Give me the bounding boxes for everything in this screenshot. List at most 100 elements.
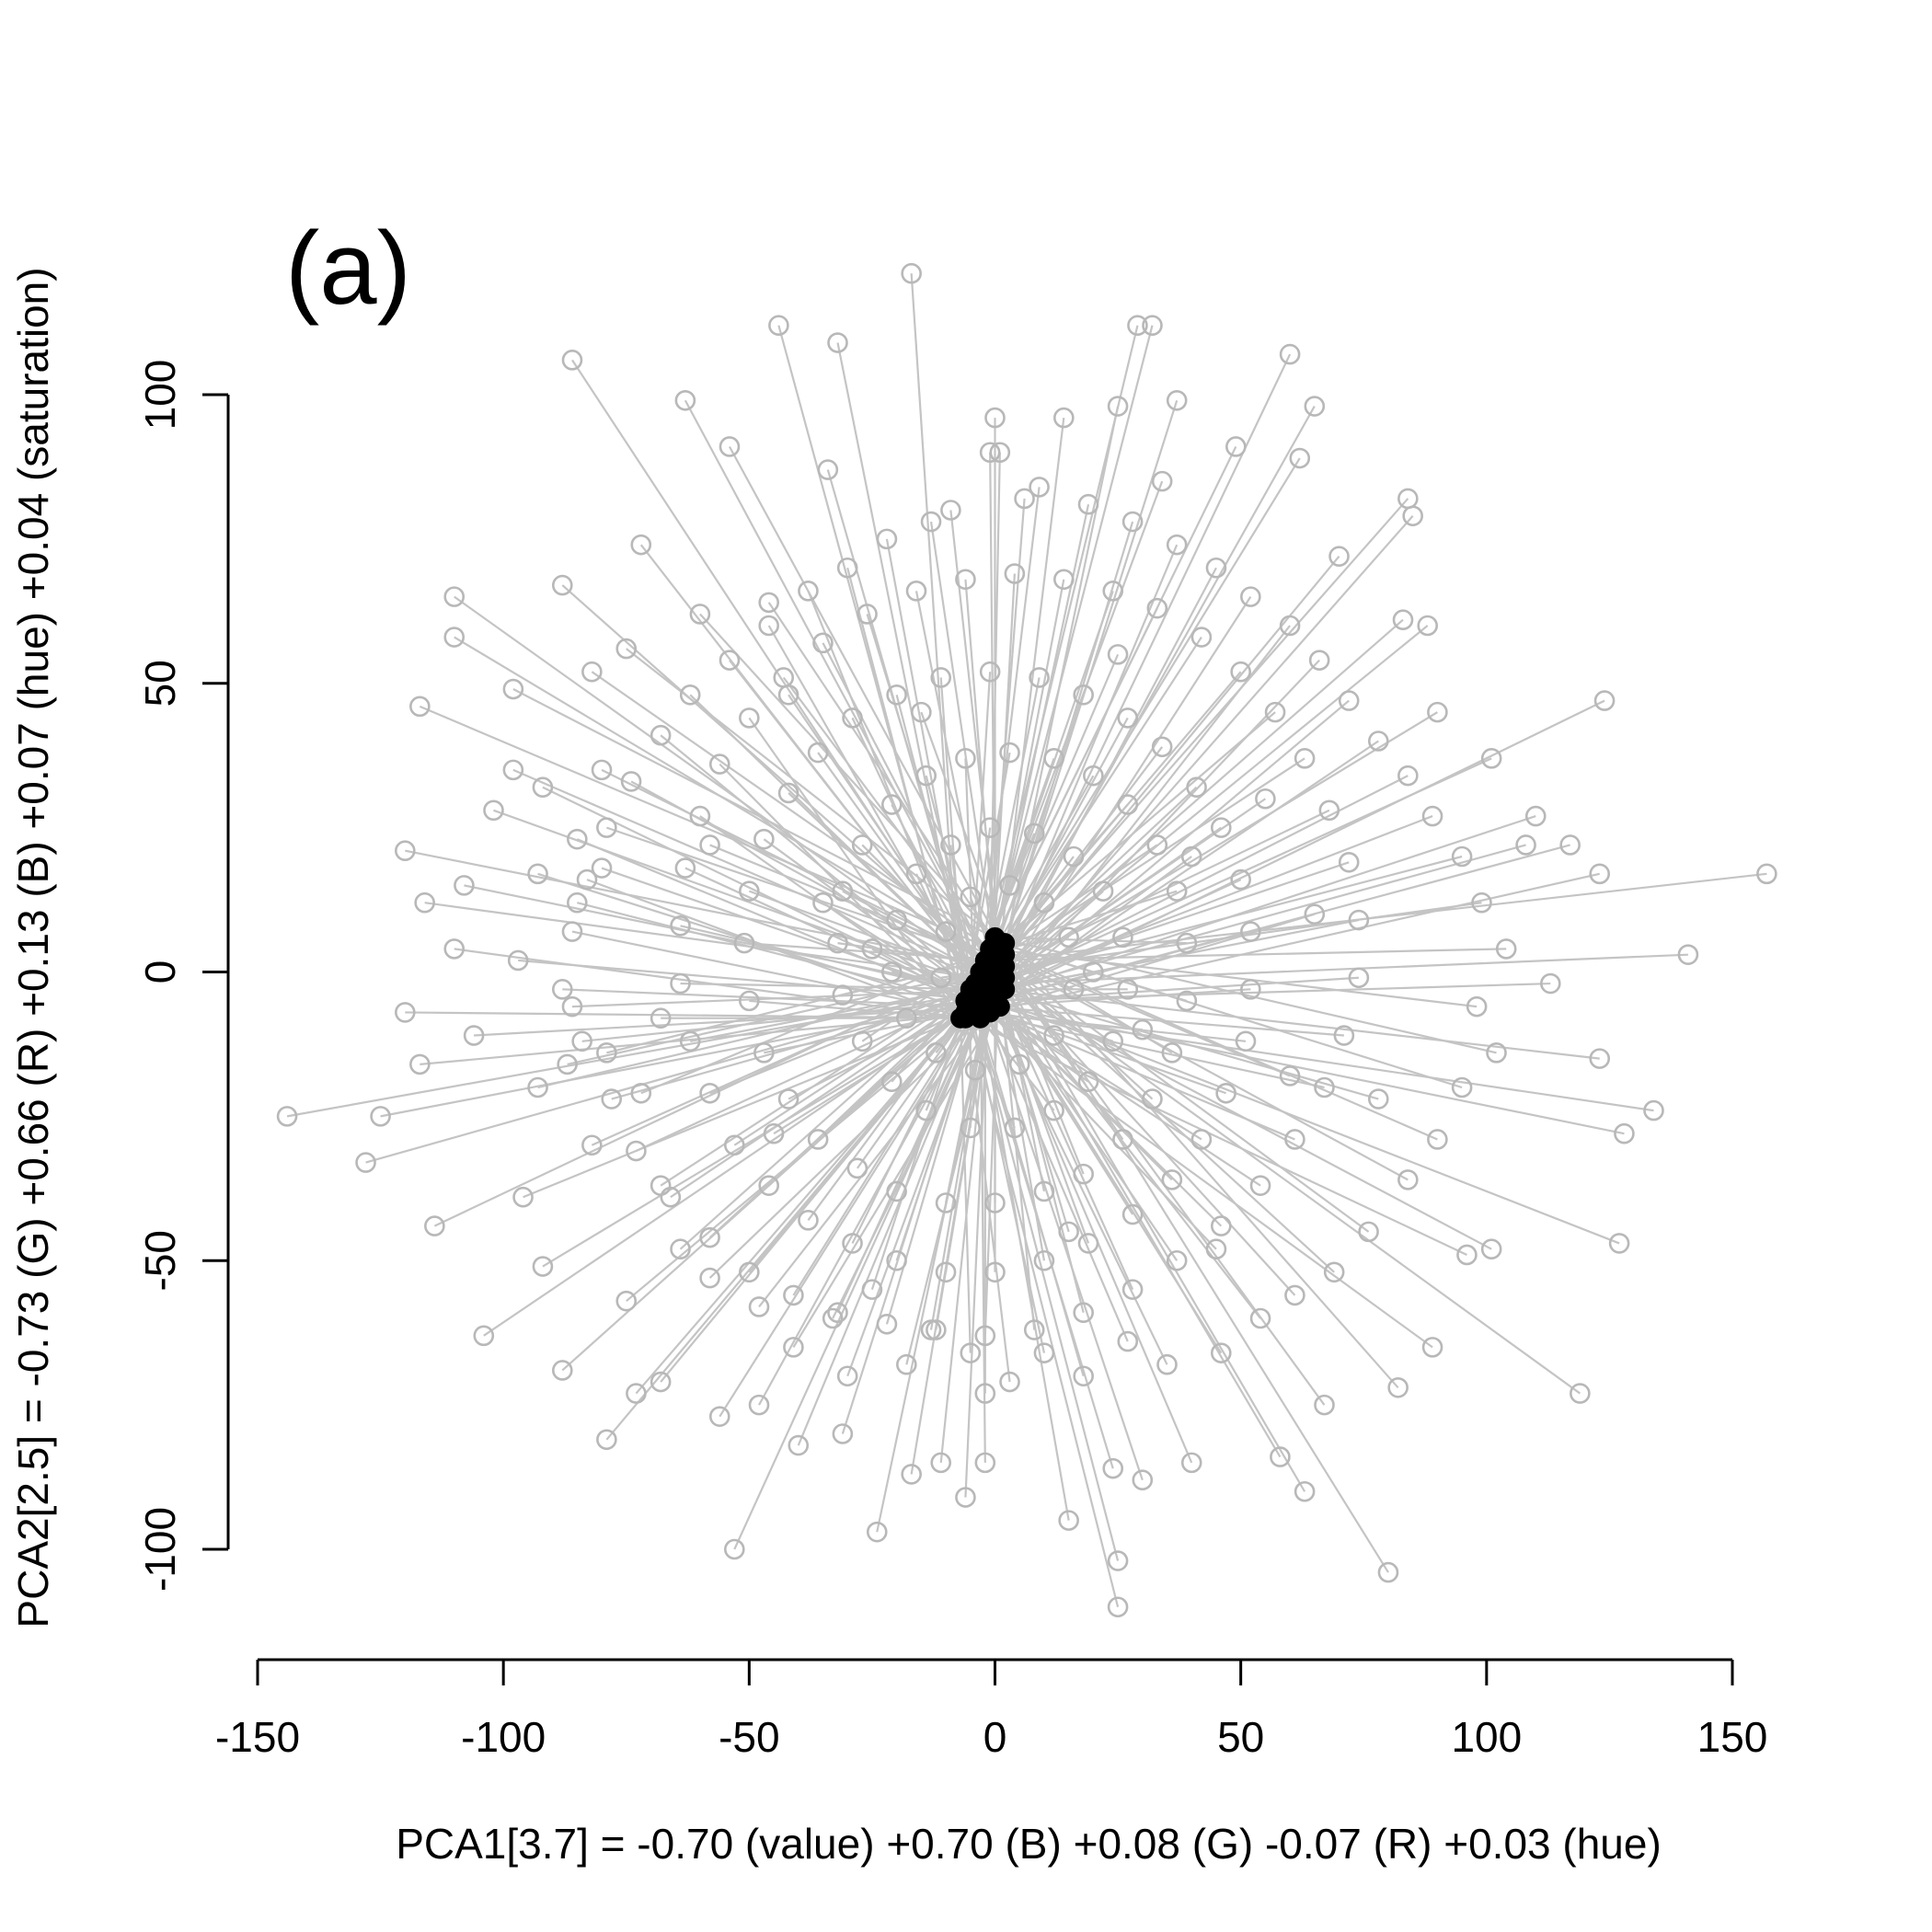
outer-point bbox=[601, 1088, 623, 1110]
outer-point bbox=[1570, 1383, 1591, 1404]
outer-point bbox=[443, 938, 466, 960]
connector-segment bbox=[999, 965, 1335, 1273]
outer-point bbox=[443, 627, 466, 648]
outer-point bbox=[979, 442, 1001, 464]
outer-point bbox=[955, 569, 976, 591]
outer-point bbox=[1063, 979, 1085, 1000]
outer-point bbox=[940, 834, 961, 856]
outer-point bbox=[1397, 1169, 1419, 1190]
outer-point bbox=[1392, 609, 1414, 631]
connector-segment bbox=[601, 867, 986, 1002]
outer-point bbox=[1314, 1076, 1335, 1098]
connector-segment bbox=[989, 890, 1178, 950]
outer-point bbox=[1142, 1088, 1163, 1110]
outer-point bbox=[626, 1140, 647, 1162]
x-tick-label: -100 bbox=[461, 1713, 546, 1761]
outer-point bbox=[370, 1106, 391, 1127]
outer-point bbox=[502, 759, 524, 781]
outer-point bbox=[1156, 1353, 1178, 1375]
connector-segment bbox=[914, 591, 996, 990]
outer-point bbox=[557, 1053, 578, 1075]
outer-point bbox=[1235, 1030, 1257, 1052]
outer-point bbox=[1161, 1042, 1183, 1064]
outer-point bbox=[1112, 926, 1133, 949]
connector-segment bbox=[1004, 521, 1134, 944]
connector-segment bbox=[1004, 861, 1350, 979]
outer-point bbox=[836, 1365, 858, 1387]
connector-segment bbox=[709, 844, 1006, 968]
outer-point bbox=[979, 817, 1001, 838]
outer-point bbox=[1358, 1221, 1379, 1243]
outer-point bbox=[935, 921, 957, 942]
outer-point bbox=[1210, 1215, 1232, 1236]
connector-segment bbox=[733, 977, 996, 1550]
outer-point bbox=[1589, 1048, 1611, 1069]
outer-point bbox=[1210, 1342, 1232, 1363]
outer-point bbox=[1495, 938, 1517, 960]
outer-point bbox=[1279, 615, 1301, 637]
outer-point bbox=[999, 742, 1020, 764]
connector-segment bbox=[994, 856, 1192, 1002]
outer-point bbox=[561, 350, 583, 371]
connector-segment bbox=[1004, 786, 1198, 968]
outer-point bbox=[724, 1538, 745, 1560]
connector-segment bbox=[1004, 717, 1129, 944]
outer-point bbox=[532, 776, 554, 799]
outer-point bbox=[822, 1307, 844, 1329]
outer-point bbox=[1121, 1203, 1144, 1225]
connector-segment bbox=[989, 1011, 1654, 1112]
outer-point bbox=[960, 1342, 982, 1363]
outer-point bbox=[1053, 569, 1075, 591]
y-tick-label: 50 bbox=[136, 660, 184, 707]
center-point bbox=[989, 973, 1010, 995]
outer-point bbox=[1205, 1238, 1227, 1259]
outer-point bbox=[733, 932, 755, 954]
connector-segment bbox=[984, 1006, 1344, 1037]
outer-point bbox=[748, 1296, 770, 1317]
outer-point bbox=[1029, 667, 1050, 688]
outer-point bbox=[1023, 822, 1045, 845]
connector-segment bbox=[989, 452, 1001, 949]
outer-point bbox=[1092, 880, 1114, 902]
outer-point bbox=[1008, 1053, 1030, 1075]
outer-point bbox=[512, 1186, 534, 1208]
outer-point bbox=[567, 828, 588, 850]
connector-segment bbox=[586, 879, 961, 1019]
y-tick-label: 0 bbox=[136, 960, 184, 984]
outer-point bbox=[1102, 1457, 1124, 1479]
outer-point bbox=[817, 459, 839, 480]
outer-point bbox=[886, 1180, 907, 1202]
outer-point bbox=[551, 979, 573, 1000]
connector-segment bbox=[424, 902, 981, 979]
outer-point bbox=[1033, 891, 1055, 914]
outer-point bbox=[836, 557, 858, 579]
outer-point bbox=[984, 1192, 1006, 1213]
outer-point bbox=[960, 1117, 982, 1139]
outer-point bbox=[807, 742, 829, 764]
outer-point bbox=[748, 1394, 770, 1416]
outer-point bbox=[901, 262, 922, 284]
outer-point bbox=[763, 1122, 785, 1144]
x-tick-label: -150 bbox=[215, 1713, 300, 1761]
outer-point bbox=[670, 1238, 691, 1259]
outer-point bbox=[1377, 1561, 1399, 1583]
outer-point bbox=[964, 1059, 986, 1081]
outer-point bbox=[699, 1082, 720, 1104]
outer-point bbox=[689, 604, 711, 625]
outer-point bbox=[1117, 707, 1139, 729]
connector-segment bbox=[998, 406, 1316, 967]
outer-point bbox=[788, 1434, 810, 1456]
outer-point bbox=[1102, 1030, 1124, 1052]
outer-point bbox=[955, 1487, 976, 1508]
outer-point bbox=[777, 684, 799, 706]
outer-point bbox=[1289, 447, 1311, 469]
connector-segment bbox=[964, 1018, 1016, 1129]
outer-point bbox=[739, 1261, 760, 1283]
connector-segment bbox=[979, 487, 1041, 978]
y-axis-label: PCA2[2.5] = -0.73 (G) +0.66 (R) +0.13 (B… bbox=[9, 267, 57, 1627]
outer-point bbox=[394, 840, 416, 862]
connector-segment bbox=[983, 1006, 1144, 1481]
outer-point bbox=[596, 1429, 617, 1451]
connector-segment bbox=[915, 873, 977, 1002]
